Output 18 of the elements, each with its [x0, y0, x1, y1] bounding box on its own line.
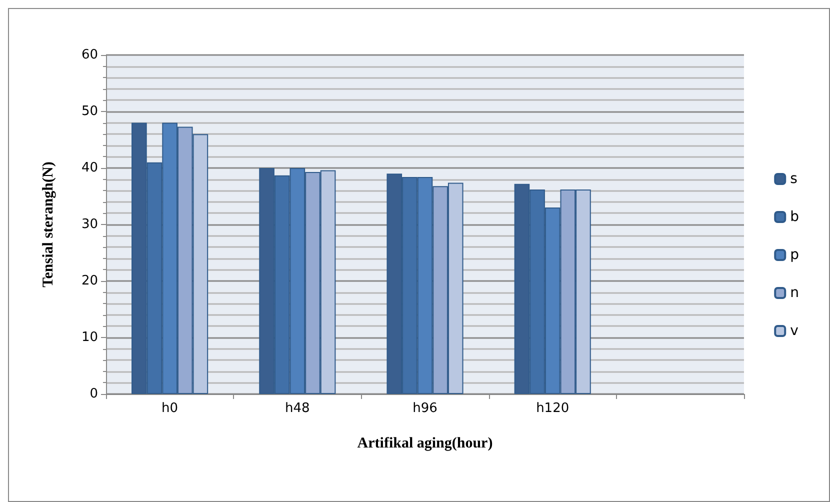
legend-label: s: [790, 171, 798, 187]
y-tick-label: 10: [81, 330, 98, 345]
x-tick-label: h96: [412, 401, 438, 416]
x-tick-label: h120: [536, 401, 570, 416]
legend-label: n: [790, 285, 799, 301]
legend-label: v: [790, 323, 798, 339]
y-tick-label: 30: [81, 217, 98, 232]
y-tick-label: 20: [81, 274, 98, 288]
x-tick-label: h48: [285, 401, 310, 416]
y-tick-label: 50: [81, 104, 98, 119]
x-axis-title: Artifikal aging(hour): [357, 436, 493, 452]
y-axis-title: Tensial sterangh(N): [40, 162, 56, 288]
y-tick-label: 0: [90, 386, 98, 402]
legend-label: b: [790, 209, 800, 225]
legend-label: p: [790, 247, 800, 263]
x-tick-label: h0: [162, 401, 178, 416]
y-tick-label: 60: [81, 48, 98, 62]
y-tick-label: 40: [81, 160, 98, 176]
